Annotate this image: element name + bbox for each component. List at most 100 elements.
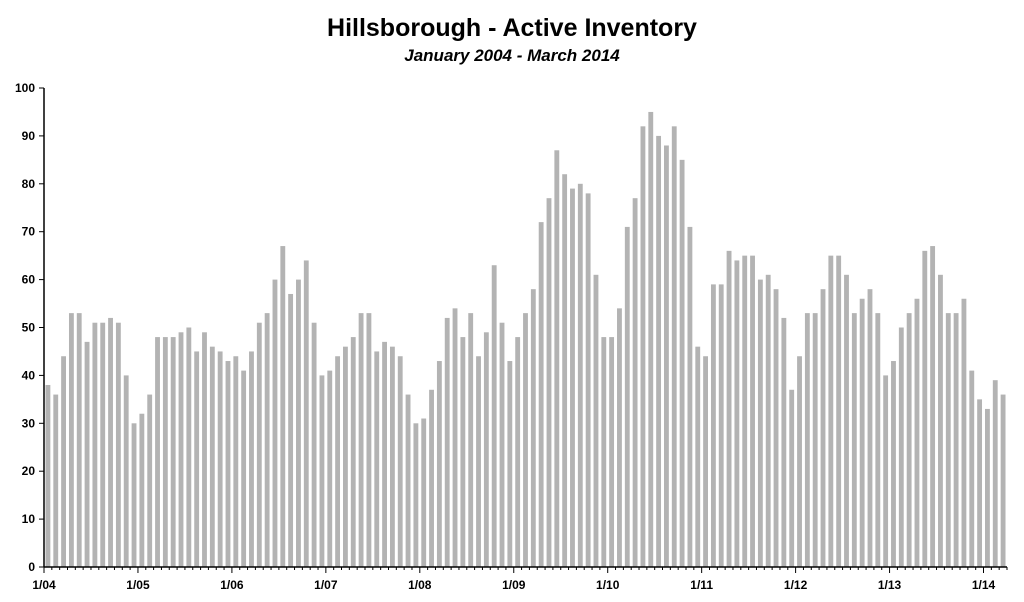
bar-7/12 — [844, 274, 849, 567]
bar-4/08 — [444, 317, 450, 567]
bar-11/11 — [781, 317, 787, 567]
x-tick-label-1-09: 1/09 — [502, 578, 526, 592]
x-tick-label-1-11: 1/11 — [690, 578, 713, 592]
x-tick-label-1-14: 1/14 — [972, 578, 996, 592]
bar-2/04 — [53, 394, 59, 567]
bar-2/13 — [898, 327, 904, 567]
bar-5/13 — [922, 250, 928, 568]
bar-8/06 — [288, 293, 294, 567]
bar-6/12 — [836, 255, 842, 567]
y-tick-label-100: 100 — [15, 81, 35, 95]
bar-1/07 — [327, 370, 333, 567]
bar-1/14 — [985, 408, 990, 567]
bar-6/04 — [84, 341, 90, 567]
x-tick-label-1-04: 1/04 — [32, 578, 56, 592]
bar-11/04 — [123, 375, 129, 567]
bar-7/13 — [938, 274, 943, 567]
bar-2/08 — [429, 389, 434, 567]
bar-6/11 — [742, 255, 748, 567]
y-tick-label-20: 20 — [22, 464, 36, 478]
bar-9/05 — [202, 332, 207, 567]
bar-3/14 — [1000, 394, 1006, 567]
y-tick-label-80: 80 — [22, 177, 36, 191]
bar-10/05 — [209, 346, 215, 567]
bar-4/07 — [350, 337, 356, 567]
bar-10/13 — [961, 298, 967, 567]
bar-3/04 — [61, 356, 66, 567]
bar-9/10 — [671, 126, 677, 567]
bar-12/13 — [977, 399, 983, 567]
bar-9/13 — [953, 313, 959, 567]
bar-6/09 — [554, 150, 560, 567]
bar-11/06 — [311, 322, 317, 567]
x-tick-label-1-12: 1/12 — [784, 578, 808, 592]
bar-9/07 — [389, 346, 395, 567]
y-tick-label-0: 0 — [28, 560, 35, 574]
chart-subtitle: January 2004 - March 2014 — [404, 46, 620, 65]
bar-2/09 — [523, 313, 528, 567]
bar-6/10 — [648, 111, 654, 567]
bar-1/06 — [233, 356, 239, 567]
bar-12/12 — [883, 375, 889, 567]
bar-5/05 — [170, 337, 176, 567]
bar-7/06 — [280, 246, 286, 567]
bar-12/06 — [319, 375, 325, 567]
bar-3/11 — [718, 284, 724, 567]
bar-12/08 — [507, 361, 513, 567]
bar-1/11 — [703, 356, 708, 567]
bar-9/06 — [296, 279, 301, 567]
bar-9/09 — [577, 183, 583, 568]
bar-4/12 — [820, 289, 826, 567]
bar-11/09 — [593, 274, 599, 567]
bar-5/10 — [640, 126, 646, 567]
bar-10/10 — [679, 159, 685, 567]
bar-4/05 — [162, 337, 168, 567]
bar-10/09 — [585, 193, 591, 567]
bar-5/06 — [264, 313, 270, 567]
bars-group — [45, 111, 1006, 568]
bar-4/06 — [256, 322, 262, 567]
bar-9/11 — [765, 274, 771, 567]
bar-1/13 — [891, 361, 896, 567]
bar-10/07 — [397, 356, 403, 567]
bar-10/11 — [773, 289, 779, 567]
bar-2/11 — [710, 284, 716, 567]
bar-4/04 — [68, 313, 74, 567]
bar-12/05 — [225, 361, 231, 567]
bar-10/06 — [303, 260, 309, 567]
axes-group: 0 10 20 30 40 50 60 70 80 90 100 1/04 1/05 1/06 1/07 1/… — [15, 81, 1008, 592]
bar-9/04 — [108, 317, 113, 567]
bar-7/05 — [186, 327, 192, 567]
bar-12/11 — [789, 389, 795, 567]
bar-1/05 — [139, 413, 145, 567]
bar-8/04 — [100, 322, 106, 567]
x-tick-label-1-05: 1/05 — [126, 578, 150, 592]
bar-7/04 — [92, 322, 98, 567]
bar-6/13 — [930, 246, 936, 567]
bar-2/10 — [617, 308, 622, 567]
bar-1/12 — [797, 356, 802, 567]
y-tick-label-60: 60 — [22, 273, 36, 287]
bar-3/12 — [812, 313, 818, 567]
bar-11/07 — [405, 394, 411, 567]
chart-title: Hillsborough - Active Inventory — [327, 14, 697, 42]
bar-2/05 — [147, 394, 153, 567]
bar-12/07 — [413, 423, 419, 567]
bar-6/05 — [178, 332, 184, 567]
bar-8/12 — [851, 313, 857, 567]
bar-7/10 — [656, 135, 662, 567]
bar-1/08 — [421, 418, 427, 567]
bar-10/08 — [491, 265, 497, 567]
bar-7/07 — [374, 351, 380, 567]
bar-8/10 — [664, 145, 669, 568]
bar-3/07 — [343, 346, 348, 567]
bar-1/10 — [609, 337, 615, 567]
bar-7/08 — [468, 313, 474, 567]
bar-7/11 — [750, 255, 755, 567]
x-tick-label-1-06: 1/06 — [220, 578, 244, 592]
bar-6/07 — [366, 313, 372, 567]
bar-10/12 — [867, 289, 873, 567]
bar-2/12 — [804, 313, 810, 567]
bar-8/11 — [757, 279, 763, 567]
